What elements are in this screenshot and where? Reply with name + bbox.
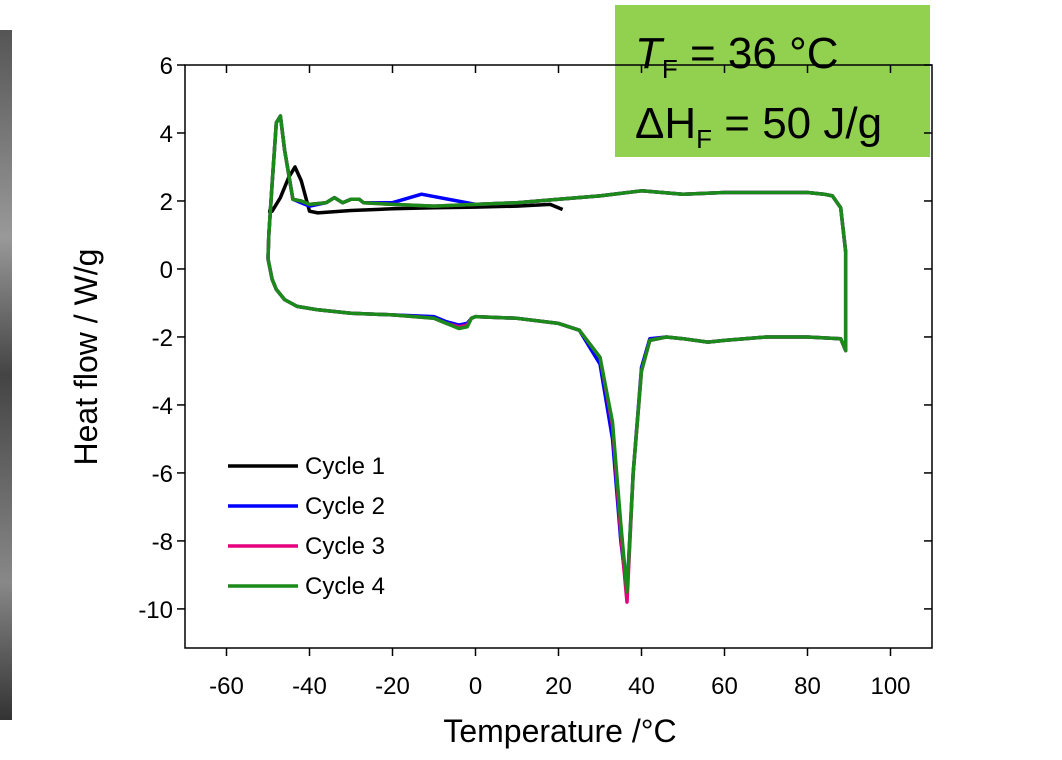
x-tick-label: 40 bbox=[628, 673, 655, 700]
annotation-text: = 36 °C bbox=[678, 29, 839, 78]
x-tick-label: 100 bbox=[870, 673, 910, 700]
y-tick-label: -10 bbox=[138, 597, 173, 624]
annotation-subscript: F bbox=[662, 54, 678, 84]
legend-label: Cycle 3 bbox=[305, 533, 385, 560]
y-tick-label: -2 bbox=[152, 325, 173, 352]
x-tick-label: 20 bbox=[545, 673, 572, 700]
y-axis-label: Heat flow / W/g bbox=[68, 249, 104, 466]
x-tick-label: 80 bbox=[794, 673, 821, 700]
y-tick-label: 0 bbox=[160, 257, 173, 284]
x-tick-label: 0 bbox=[469, 673, 482, 700]
annotation-text: = 50 J/g bbox=[712, 99, 882, 148]
legend-label: Cycle 1 bbox=[305, 453, 385, 480]
x-tick-label: 60 bbox=[711, 673, 738, 700]
y-tick-label: -8 bbox=[152, 529, 173, 556]
y-tick-label: 4 bbox=[160, 121, 173, 148]
x-tick-label: -60 bbox=[209, 673, 244, 700]
series-line bbox=[266, 114, 848, 604]
y-tick-label: -6 bbox=[152, 461, 173, 488]
annotation: ΔHF = 50 J/g bbox=[635, 99, 882, 154]
photo-strip bbox=[0, 30, 12, 720]
x-tick-label: -20 bbox=[375, 673, 410, 700]
annotation: TF = 36 °C bbox=[635, 29, 838, 84]
legend-label: Cycle 4 bbox=[305, 573, 385, 600]
legend-label: Cycle 2 bbox=[305, 493, 385, 520]
annotation-subscript: F bbox=[696, 124, 712, 154]
x-axis-label: Temperature /°C bbox=[443, 713, 676, 749]
series-line bbox=[266, 114, 848, 594]
annotation-symbol: ΔH bbox=[635, 99, 696, 148]
x-tick-label: -40 bbox=[292, 673, 327, 700]
y-tick-label: 2 bbox=[160, 189, 173, 216]
annotation-symbol: T bbox=[635, 29, 665, 78]
annotation-box bbox=[615, 5, 930, 157]
y-tick-label: 6 bbox=[160, 53, 173, 80]
series-line bbox=[266, 114, 848, 594]
series-line bbox=[268, 165, 564, 215]
y-tick-label: -4 bbox=[152, 393, 173, 420]
